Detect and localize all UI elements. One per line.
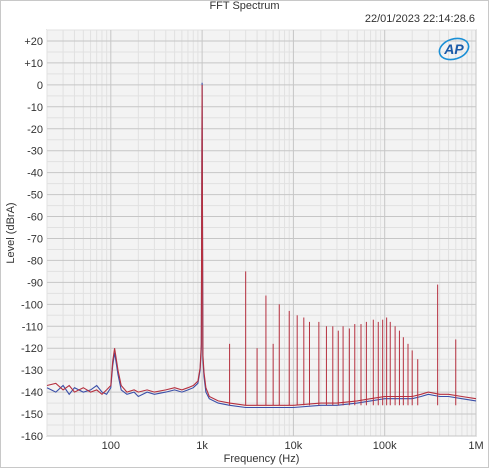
y-tick-label: -90 bbox=[27, 277, 43, 289]
y-tick-label: -20 bbox=[27, 124, 43, 136]
y-tick-label: -80 bbox=[27, 255, 43, 267]
y-axis-label: Level (dBrA) bbox=[5, 202, 17, 263]
y-tick-label: -10 bbox=[27, 102, 43, 114]
traces bbox=[46, 82, 477, 409]
ap-logo-swoosh bbox=[438, 37, 470, 61]
harmonic-spurs bbox=[229, 271, 457, 406]
timestamp: 22/01/2023 22:14:28.6 bbox=[364, 13, 475, 25]
x-axis-label: Frequency (Hz) bbox=[224, 453, 300, 465]
y-tick-label: 0 bbox=[37, 80, 43, 92]
chart-title: FFT Spectrum bbox=[209, 0, 280, 12]
y-tick-label: -30 bbox=[27, 146, 43, 158]
y-tick-label: -130 bbox=[21, 365, 43, 377]
y-tick-label: -110 bbox=[22, 321, 43, 333]
y-tick-label: -140 bbox=[21, 387, 43, 399]
x-tick-label: 1M bbox=[468, 440, 483, 452]
y-tick-label: -50 bbox=[27, 190, 43, 202]
y-tick-label: -40 bbox=[27, 168, 43, 180]
minor-grid bbox=[46, 29, 476, 436]
y-tick-label: -70 bbox=[27, 233, 43, 245]
y-tick-label: -100 bbox=[21, 299, 43, 311]
x-tick-label: 1k bbox=[196, 440, 208, 452]
y-tick-label: -150 bbox=[21, 409, 43, 421]
ap-logo: AP bbox=[438, 37, 470, 61]
x-tick-labels: 100 1k 10k 100k 1M bbox=[102, 440, 484, 452]
y-tick-labels: +20 +10 0 -10 -20 -30 -40 -50 -60 -70 -80 -90 -100 -1… bbox=[21, 36, 43, 443]
y-tick-label: +20 bbox=[24, 36, 43, 48]
ap-logo-text: AP bbox=[443, 41, 464, 57]
x-tick-label: 10k bbox=[285, 440, 303, 452]
x-tick-label: 100k bbox=[373, 440, 397, 452]
y-tick-label: -60 bbox=[27, 212, 43, 224]
y-tick-label: +10 bbox=[24, 58, 43, 70]
trace-red bbox=[46, 84, 477, 406]
x-tick-label: 100 bbox=[102, 440, 120, 452]
y-tick-label: -160 bbox=[21, 431, 43, 443]
y-tick-label: -120 bbox=[21, 343, 43, 355]
